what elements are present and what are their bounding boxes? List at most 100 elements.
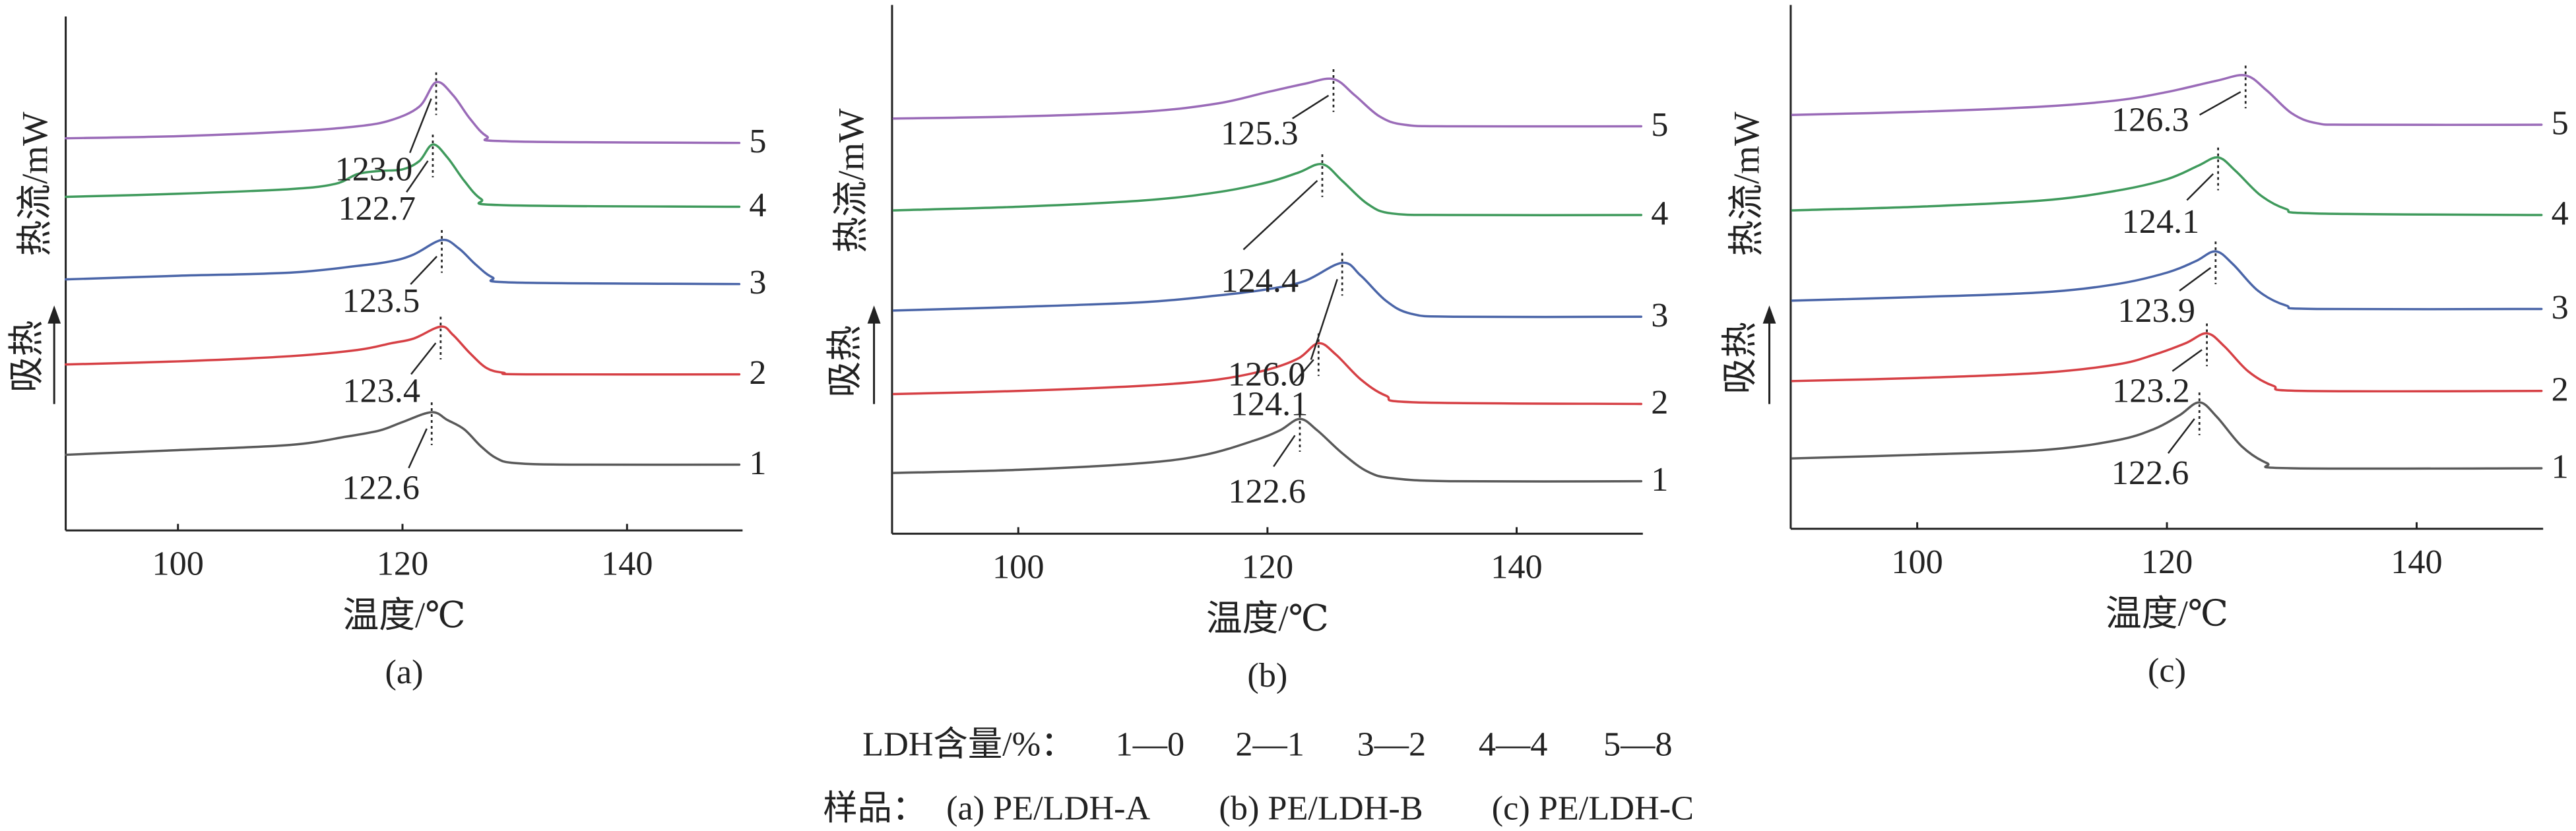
endotherm-arrow-icon xyxy=(867,305,881,404)
legend-sample-item: (b) PE/LDH-B xyxy=(1219,789,1423,827)
series-end-label: 5 xyxy=(749,122,766,160)
legend-content-item: 5—8 xyxy=(1603,725,1673,763)
x-tick-label: 140 xyxy=(1491,547,1542,586)
series-5: 126.3 5 xyxy=(1791,65,2569,142)
y-axis-label: 热流/mW xyxy=(831,108,871,253)
series-end-label: 3 xyxy=(2552,288,2569,326)
x-tick-label: 120 xyxy=(377,545,428,583)
peak-leader-line xyxy=(406,160,429,193)
legend-content-item: 3—2 xyxy=(1357,725,1427,763)
legend-sample-item: (a) PE/LDH-A xyxy=(946,789,1150,827)
endotherm-label: 吸热 xyxy=(1720,322,1760,394)
peak-label: 122.7 xyxy=(338,189,416,228)
series-4: 124.1 4 xyxy=(1791,147,2569,241)
series-end-label: 1 xyxy=(1651,460,1668,499)
peak-label: 123.5 xyxy=(342,282,420,320)
series-end-label: 4 xyxy=(1651,195,1668,233)
series-5: 123.05 xyxy=(64,72,766,189)
endotherm-arrow-icon xyxy=(48,305,61,404)
peak-label: 122.6 xyxy=(342,469,420,507)
series-3: 123.9 3 xyxy=(1791,241,2569,330)
series-5: 125.3 5 xyxy=(892,69,1668,152)
x-tick-label: 140 xyxy=(2391,543,2442,581)
curve-5 xyxy=(1791,74,2543,127)
peak-leader-line xyxy=(1310,278,1338,360)
endotherm-arrow-icon xyxy=(1762,305,1776,404)
series-4: 122.7 4 xyxy=(64,135,766,228)
peak-label: 126.0 xyxy=(1228,355,1306,394)
series-end-label: 4 xyxy=(749,186,766,224)
x-tick-label: 100 xyxy=(1891,543,1943,581)
curve-4 xyxy=(1791,156,2543,216)
curve-1 xyxy=(892,417,1643,483)
series-end-label: 3 xyxy=(1651,296,1668,334)
curve-4 xyxy=(64,143,741,208)
peak-leader-line xyxy=(2167,418,2195,454)
x-tick-label: 140 xyxy=(601,545,653,583)
peak-leader-line xyxy=(1292,94,1330,119)
peak-leader-line xyxy=(409,98,432,154)
panel-label: (a) xyxy=(385,653,423,691)
series-end-label: 2 xyxy=(749,354,766,392)
peak-leader-line xyxy=(410,342,437,375)
legend: LDH含量/%： 1—0 2—1 3—2 4—4 5—8 样品： (a) PE/… xyxy=(823,725,1694,827)
peak-label: 124.4 xyxy=(1221,262,1299,300)
series-2: 123.4 2 xyxy=(64,317,766,410)
series-3: 126.03 xyxy=(892,253,1668,394)
curve-1 xyxy=(64,411,741,466)
y-axis-label: 热流/mW xyxy=(15,111,55,256)
peak-label: 124.1 xyxy=(2122,202,2200,241)
curve-3 xyxy=(1791,250,2543,311)
legend-content-item: 1—0 xyxy=(1116,725,1185,763)
peak-label: 123.9 xyxy=(2117,292,2195,330)
peak-label: 123.2 xyxy=(2112,372,2190,410)
legend-content-item: 2—1 xyxy=(1235,725,1304,763)
curve-5 xyxy=(64,80,741,144)
curve-2 xyxy=(64,325,741,376)
peak-leader-line xyxy=(408,428,428,469)
peak-leader-line xyxy=(2186,173,2214,201)
x-axis-label: 温度/℃ xyxy=(342,595,465,635)
y-axis-label: 热流/mW xyxy=(1726,111,1766,256)
curve-2 xyxy=(892,342,1643,406)
series-1: 122.61 xyxy=(64,402,766,507)
series-end-label: 2 xyxy=(2552,370,2569,408)
peak-leader-line xyxy=(1242,179,1318,251)
peak-leader-line xyxy=(2179,267,2212,292)
series-end-label: 1 xyxy=(749,444,766,482)
peak-label: 124.1 xyxy=(1231,385,1308,423)
endotherm-label: 吸热 xyxy=(824,325,864,398)
series-end-label: 5 xyxy=(2552,104,2569,142)
series-end-label: 3 xyxy=(749,263,766,301)
x-tick-label: 100 xyxy=(992,547,1044,586)
x-tick-label: 120 xyxy=(2141,543,2193,581)
x-tick-label: 120 xyxy=(1242,547,1293,586)
series-4: 124.44 xyxy=(892,154,1668,300)
peak-leader-line xyxy=(2199,91,2241,116)
panel-label: (c) xyxy=(2148,651,2186,689)
curve-5 xyxy=(892,77,1643,128)
series-2: 123.2 2 xyxy=(1791,323,2569,410)
x-axis-label: 温度/℃ xyxy=(1206,598,1329,638)
peak-leader-line xyxy=(1273,435,1296,468)
curve-3 xyxy=(892,261,1643,319)
x-tick-label: 100 xyxy=(152,545,204,583)
series-end-label: 5 xyxy=(1651,106,1668,144)
peak-leader-line xyxy=(2172,349,2203,372)
peak-label: 122.6 xyxy=(2111,454,2189,492)
series-end-label: 4 xyxy=(2552,195,2569,233)
peak-label: 122.6 xyxy=(1228,472,1306,510)
series-end-label: 1 xyxy=(2552,448,2569,486)
series-end-label: 2 xyxy=(1651,383,1668,421)
panel-label: (b) xyxy=(1247,656,1287,694)
legend-sample-item: (c) PE/LDH-C xyxy=(1492,789,1694,827)
legend-sample-label: 样品： xyxy=(823,789,926,827)
curve-4 xyxy=(892,162,1643,216)
curve-2 xyxy=(1791,332,2543,393)
curve-1 xyxy=(1791,401,2543,470)
legend-content-label: LDH含量/%： xyxy=(862,725,1075,763)
